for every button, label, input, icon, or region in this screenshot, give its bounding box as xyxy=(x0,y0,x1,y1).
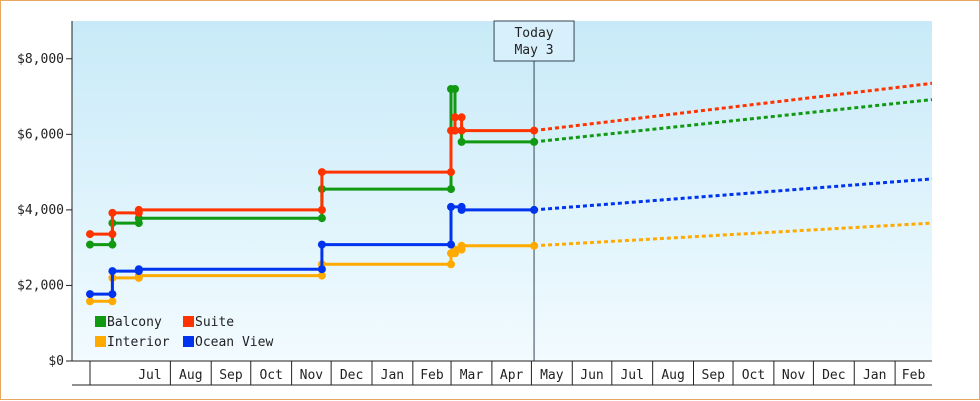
x-tick-label: Sep xyxy=(219,368,243,383)
data-point-balcony xyxy=(530,137,539,146)
y-tick-label: $4,000 xyxy=(17,203,64,218)
x-tick-label: Aug xyxy=(179,368,202,383)
data-point-suite xyxy=(86,230,94,239)
data-point-suite xyxy=(108,208,117,217)
data-point-ocean-view xyxy=(447,240,455,249)
legend-swatch-suite xyxy=(183,316,194,327)
data-point-suite xyxy=(317,205,326,214)
x-tick-label: Nov xyxy=(300,368,324,383)
data-point-suite xyxy=(134,205,143,214)
data-point-suite xyxy=(457,126,466,135)
x-tick-label: Jul xyxy=(620,368,643,383)
x-axis: Jul Aug Sep Oct Nov Dec Jan Feb Mar Apr May Jun Jul A… xyxy=(72,360,932,386)
data-point-suite xyxy=(447,168,455,177)
legend-swatch-ocean-view xyxy=(183,336,194,347)
x-tick-label: Mar xyxy=(460,368,484,383)
data-point-interior xyxy=(447,260,455,269)
data-point-suite xyxy=(451,126,459,135)
x-tick-label: Jun xyxy=(580,368,603,383)
series-interior xyxy=(86,221,933,306)
legend-label-balcony: Balcony xyxy=(107,315,162,330)
y-tick-label: $0 xyxy=(48,354,64,369)
data-point-suite xyxy=(457,113,466,122)
x-tick-label: Oct xyxy=(259,368,282,383)
legend-label-suite: Suite xyxy=(195,315,234,330)
legend-label-ocean-view: Ocean View xyxy=(195,335,273,350)
legend: Balcony Suite Interior Ocean View xyxy=(95,315,273,350)
data-point-ocean-view xyxy=(134,265,143,274)
data-point-ocean-view xyxy=(530,205,539,214)
forecast-line-ocean-view xyxy=(533,177,933,212)
data-point-interior xyxy=(86,297,94,306)
y-tick-label: $8,000 xyxy=(17,52,64,67)
legend-swatch-balcony xyxy=(95,316,106,327)
y-tick-label: $2,000 xyxy=(17,278,64,293)
y-tick-label: $6,000 xyxy=(17,127,64,142)
x-tick-label: Feb xyxy=(902,368,926,383)
y-axis: $0 $2,000 $4,000 $6,000 $8,000 xyxy=(17,21,73,369)
x-tick-label: Nov xyxy=(782,368,806,383)
today-label-box xyxy=(493,20,575,62)
plot-background xyxy=(72,21,932,361)
data-point-interior xyxy=(317,271,326,280)
data-point-balcony xyxy=(86,240,94,249)
data-point-balcony xyxy=(451,85,459,93)
today-date-label: May 3 xyxy=(514,43,553,58)
data-point-balcony xyxy=(317,214,326,223)
data-point-ocean-view xyxy=(317,265,326,274)
series-ocean-view xyxy=(86,177,933,299)
data-point-ocean-view xyxy=(457,205,466,214)
x-tick-label: Dec xyxy=(822,368,845,383)
series-layer xyxy=(86,81,933,306)
data-point-balcony xyxy=(447,185,455,194)
data-point-ocean-view xyxy=(108,290,117,299)
series-suite xyxy=(86,81,933,239)
x-tick-label: Jan xyxy=(863,368,886,383)
data-point-suite xyxy=(108,230,117,239)
data-point-suite xyxy=(451,113,459,122)
legend-swatch-interior xyxy=(95,336,106,347)
data-point-suite xyxy=(317,168,326,177)
x-tick-label: Sep xyxy=(702,368,726,383)
data-point-interior xyxy=(108,297,117,306)
legend-label-interior: Interior xyxy=(107,335,170,350)
today-label: Today xyxy=(514,26,553,41)
x-tick-label: Aug xyxy=(661,368,684,383)
data-point-balcony xyxy=(457,137,466,146)
data-point-suite xyxy=(530,126,539,135)
data-point-ocean-view xyxy=(447,202,455,211)
x-tick-label: Dec xyxy=(340,368,363,383)
forecast-line-balcony xyxy=(533,98,933,144)
data-point-ocean-view xyxy=(108,267,117,276)
x-tick-label: Apr xyxy=(500,368,524,383)
x-tick-label: Oct xyxy=(742,368,765,383)
data-point-ocean-view xyxy=(317,240,326,249)
today-marker: Today May 3 xyxy=(493,20,575,361)
data-point-ocean-view xyxy=(86,290,94,299)
forecast-line-suite xyxy=(533,81,933,133)
x-tick-label: May xyxy=(540,368,564,383)
data-point-balcony xyxy=(108,240,117,249)
x-tick-label: Jan xyxy=(381,368,404,383)
forecast-line-interior xyxy=(534,221,933,248)
x-tick-label: Feb xyxy=(420,368,444,383)
data-point-interior xyxy=(530,241,539,250)
data-point-interior xyxy=(457,241,466,250)
x-tick-label: Jul xyxy=(138,368,161,383)
